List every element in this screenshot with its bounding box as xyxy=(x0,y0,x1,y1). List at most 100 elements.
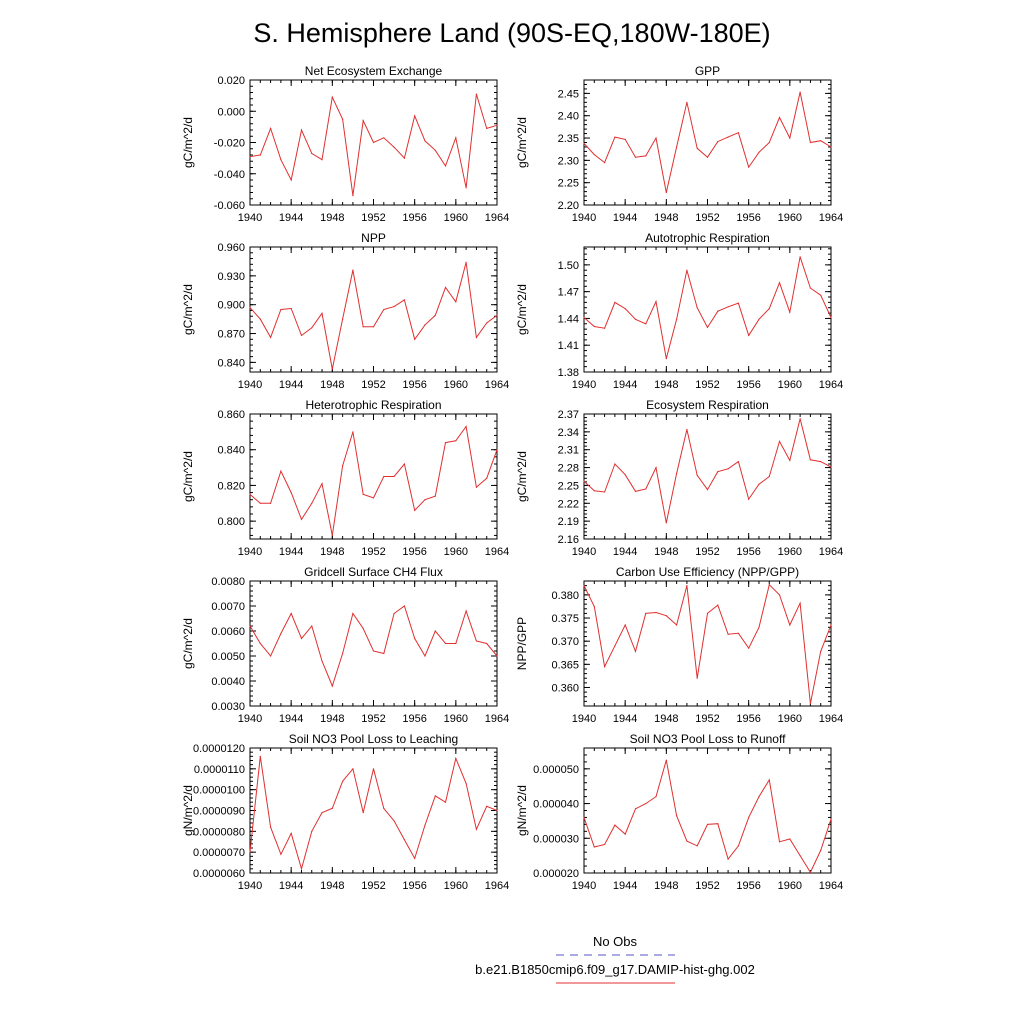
data-point xyxy=(280,632,282,635)
data-point xyxy=(259,318,261,320)
y-axis-label: gC/m^2/d xyxy=(515,284,529,335)
data-point xyxy=(717,823,719,825)
y-tick-label: 0.0040 xyxy=(211,676,245,688)
y-tick-label: 2.34 xyxy=(558,427,579,439)
data-point xyxy=(830,466,832,468)
data-point xyxy=(820,140,822,142)
panel-gridcell-surface-ch4-flux: Gridcell Surface CH4 Flux gC/m^2/d 1940 194… xyxy=(181,565,509,725)
data-point xyxy=(383,137,385,139)
x-tick-label: 1960 xyxy=(444,379,468,391)
x-tick-label: 1944 xyxy=(613,546,637,558)
data-point xyxy=(434,495,436,497)
y-tick-label: 2.45 xyxy=(558,88,579,100)
data-point xyxy=(665,759,667,761)
data-point xyxy=(352,612,354,615)
y-tick-label: 1.50 xyxy=(558,260,579,272)
x-tick-label: 1948 xyxy=(654,546,678,558)
data-point xyxy=(496,124,498,126)
data-point xyxy=(486,322,488,324)
data-point xyxy=(300,334,303,337)
data-point xyxy=(475,828,478,830)
data-point xyxy=(290,307,292,310)
data-point xyxy=(593,153,595,156)
data-point xyxy=(603,491,606,493)
data-point xyxy=(444,286,447,288)
data-point xyxy=(259,642,261,645)
data-point xyxy=(696,307,698,309)
data-point xyxy=(321,660,323,662)
data-point xyxy=(778,440,781,442)
data-point xyxy=(362,326,364,328)
data-point xyxy=(444,165,447,167)
data-point xyxy=(496,809,498,812)
data-point xyxy=(414,857,416,860)
data-point xyxy=(372,141,375,144)
y-tick-label: 0.000040 xyxy=(533,799,579,811)
x-tick-label: 1960 xyxy=(444,212,468,224)
series-line xyxy=(583,583,832,704)
x-tick-label: 1956 xyxy=(736,713,760,725)
data-point xyxy=(655,137,657,139)
panel-soil-no3-pool-loss-to-leaching: Soil NO3 Pool Loss to Leaching gN/m^2/d 19… xyxy=(181,732,509,892)
data-point xyxy=(269,127,272,130)
data-point xyxy=(455,642,457,645)
x-tick-label: 1948 xyxy=(654,212,678,224)
panel-title: Heterotrophic Respiration xyxy=(305,398,441,412)
data-point xyxy=(645,488,647,490)
data-point xyxy=(820,461,822,463)
data-point xyxy=(465,261,467,263)
data-point xyxy=(280,470,282,472)
y-tick-label: 2.16 xyxy=(558,534,579,546)
data-point xyxy=(424,655,426,657)
y-tick-label: 0.360 xyxy=(551,682,579,694)
data-point xyxy=(820,849,822,852)
data-point xyxy=(362,811,364,814)
y-tick-label: 0.0030 xyxy=(211,701,245,713)
y-tick-label: 0.0000110 xyxy=(194,764,245,776)
series-line xyxy=(583,91,832,193)
y-axis-label: gN/m^2/d xyxy=(515,785,529,836)
y-tick-label: 0.0000070 xyxy=(193,847,245,859)
data-point xyxy=(465,425,467,428)
data-point xyxy=(583,316,585,319)
data-point xyxy=(393,820,395,822)
data-point xyxy=(465,187,467,189)
y-tick-label: 0.380 xyxy=(551,590,579,602)
x-tick-label: 1952 xyxy=(361,880,385,892)
x-tick-label: 1964 xyxy=(485,379,509,391)
data-point xyxy=(809,459,812,461)
y-tick-label: 2.22 xyxy=(558,498,579,510)
x-tick-label: 1944 xyxy=(279,212,303,224)
y-tick-label: 1.38 xyxy=(558,367,579,379)
plot-frame xyxy=(249,580,498,707)
data-point xyxy=(593,325,595,328)
x-tick-label: 1956 xyxy=(402,713,426,725)
data-point xyxy=(809,871,812,873)
x-tick-label: 1964 xyxy=(819,880,843,892)
data-point xyxy=(414,637,416,640)
y-tick-label: 2.35 xyxy=(558,133,579,145)
x-tick-label: 1964 xyxy=(485,713,509,725)
x-tick-label: 1960 xyxy=(778,212,802,224)
data-point xyxy=(352,195,354,197)
data-point xyxy=(290,179,292,181)
data-point xyxy=(665,191,667,194)
data-point xyxy=(424,824,426,826)
x-tick-label: 1952 xyxy=(361,379,385,391)
data-point xyxy=(593,490,595,492)
x-tick-label: 1956 xyxy=(736,212,760,224)
y-tick-label: 0.020 xyxy=(217,75,245,87)
plot-frame xyxy=(249,246,498,373)
panel-title: Soil NO3 Pool Loss to Runoff xyxy=(630,732,787,746)
data-point xyxy=(342,318,344,320)
data-point xyxy=(455,137,457,139)
data-point xyxy=(758,626,760,628)
y-tick-label: 0.0000060 xyxy=(193,868,245,880)
x-tick-label: 1956 xyxy=(402,379,426,391)
data-point xyxy=(624,833,626,835)
data-point xyxy=(434,630,436,632)
data-point xyxy=(768,779,770,781)
panel-gpp: GPP gC/m^2/d 1940 1944 1948 1952 1956 1960 1964 2… xyxy=(515,64,843,224)
data-point xyxy=(799,256,801,258)
data-point xyxy=(789,137,791,139)
